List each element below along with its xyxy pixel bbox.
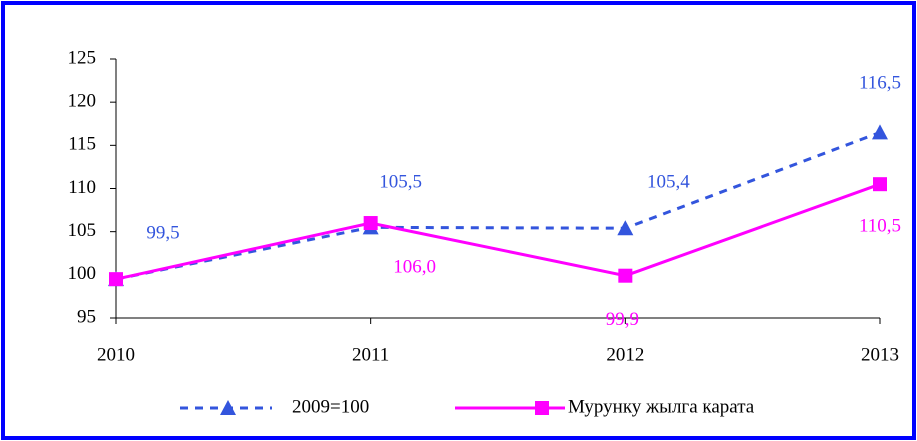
y-tick-label: 125	[68, 47, 97, 68]
value-label: 99,5	[146, 223, 179, 244]
x-tick-label: 2011	[352, 344, 389, 365]
y-tick-label: 110	[68, 177, 96, 198]
series-line	[115, 182, 881, 281]
value-label: 110,5	[859, 216, 901, 237]
value-label: 105,5	[379, 172, 422, 193]
x-tick-label: 2012	[606, 344, 644, 365]
value-label: 105,4	[647, 172, 690, 193]
series-line	[115, 130, 881, 281]
value-label: 116,5	[859, 73, 901, 94]
marker	[872, 124, 888, 140]
marker	[617, 220, 634, 236]
legend-label: 2009=100	[292, 396, 369, 417]
legend-label: Мурунку жылга карата	[568, 396, 755, 417]
marker	[109, 272, 123, 287]
value-label: 99,9	[606, 309, 639, 330]
value-label: 106,0	[393, 256, 436, 277]
y-tick-label: 100	[68, 263, 97, 284]
marker	[535, 401, 549, 415]
y-tick-label: 115	[68, 134, 96, 155]
marker	[363, 216, 378, 231]
marker	[220, 400, 236, 415]
y-tick-label: 105	[68, 220, 97, 241]
marker	[618, 268, 633, 283]
y-tick-label: 120	[68, 91, 97, 112]
marker	[873, 177, 887, 192]
x-tick-label: 2013	[861, 344, 899, 365]
y-tick-label: 95	[77, 306, 96, 327]
x-tick-label: 2010	[97, 344, 135, 365]
